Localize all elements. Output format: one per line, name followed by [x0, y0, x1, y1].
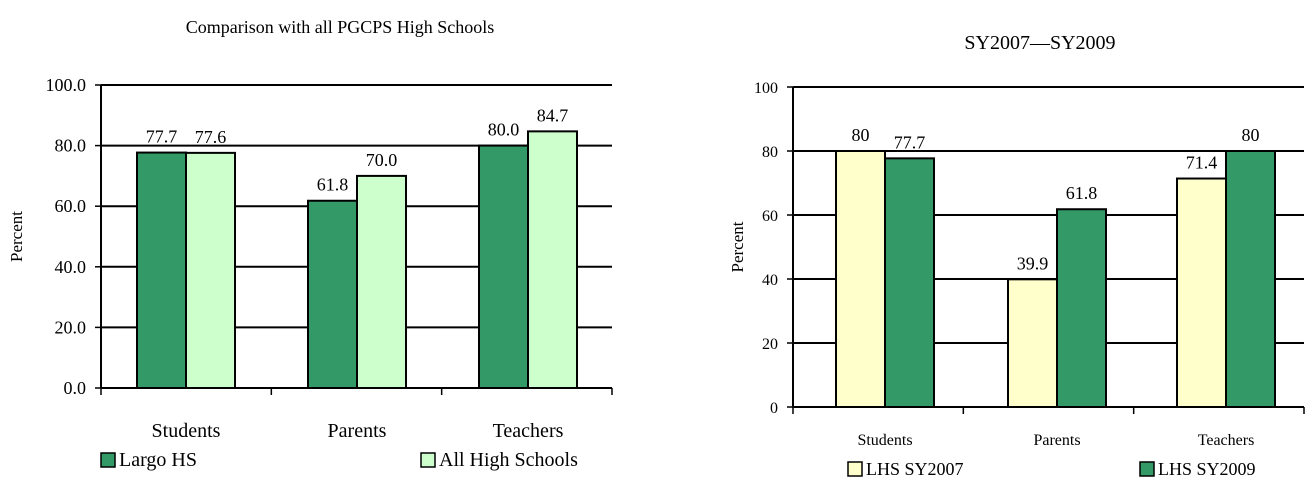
bar-value-label: 80.0 — [488, 120, 520, 140]
legend-swatch — [100, 452, 116, 468]
legend-label: Largo HS — [119, 449, 197, 471]
legend-label: LHS SY2007 — [866, 459, 964, 479]
bar-2 — [185, 151, 236, 389]
x-category-label: Teachers — [1198, 432, 1255, 449]
x-category-label: Parents — [328, 420, 387, 442]
y-tick-label: 40 — [762, 272, 778, 289]
legend-label: LHS SY2009 — [1158, 459, 1256, 479]
bar-1 — [478, 144, 529, 389]
bar-1 — [136, 151, 187, 389]
y-tick-label: 100 — [754, 80, 778, 97]
y-tick-label: 60 — [762, 208, 778, 225]
bar-value-label: 39.9 — [1017, 253, 1049, 273]
bar-2 — [356, 174, 407, 389]
chart-2: SY2007—SY2009 Percent 0 20 40 60 80 100 Students… — [728, 32, 1305, 479]
y-tick-label: 80 — [762, 144, 778, 161]
chart-1: Comparison with all PGCPS High Schools Pe… — [7, 17, 613, 471]
x-category-label: Students — [152, 420, 221, 442]
bar-1 — [307, 199, 358, 389]
bar-2 — [884, 157, 935, 408]
bar-value-label: 61.8 — [1066, 183, 1098, 203]
x-category-label: Parents — [1033, 432, 1080, 449]
y-tick-label: 20 — [762, 336, 778, 353]
y-tick-label: 20.0 — [55, 317, 87, 337]
y-tick-label: 100.0 — [46, 75, 87, 95]
x-category-label: Students — [857, 432, 912, 449]
bar-value-label: 84.7 — [537, 105, 569, 125]
bar-2 — [1225, 150, 1276, 408]
y-tick-label: 0 — [770, 400, 778, 417]
chart-title: Comparison with all PGCPS High Schools — [186, 17, 495, 37]
bar-value-label: 71.4 — [1186, 153, 1218, 173]
y-tick-label: 80.0 — [55, 136, 87, 156]
bar-value-label: 77.7 — [146, 127, 178, 147]
bar-value-label: 70.0 — [366, 150, 398, 170]
bar-2 — [527, 130, 578, 389]
bar-value-label: 77.7 — [894, 132, 926, 152]
y-axis-title: Percent — [7, 211, 26, 262]
bar-value-label: 61.8 — [317, 175, 349, 195]
bar-1 — [1007, 278, 1058, 409]
bar-value-label: 77.6 — [195, 127, 227, 147]
y-axis-title: Percent — [728, 221, 747, 272]
bar-2 — [1056, 208, 1107, 408]
legend-label: All High Schools — [439, 449, 578, 471]
legend-swatch — [1139, 461, 1155, 477]
bar-1 — [1176, 177, 1227, 408]
x-category-label: Teachers — [493, 420, 564, 442]
legend-swatch — [847, 461, 863, 477]
bar-1 — [835, 150, 886, 408]
y-tick-label: 0.0 — [64, 378, 87, 398]
y-tick-label: 60.0 — [55, 196, 87, 216]
legend-swatch — [420, 452, 436, 468]
bar-value-label: 80 — [852, 125, 870, 145]
bar-value-label: 80 — [1242, 125, 1260, 145]
y-tick-label: 40.0 — [55, 257, 87, 277]
chart-title: SY2007—SY2009 — [964, 32, 1115, 54]
